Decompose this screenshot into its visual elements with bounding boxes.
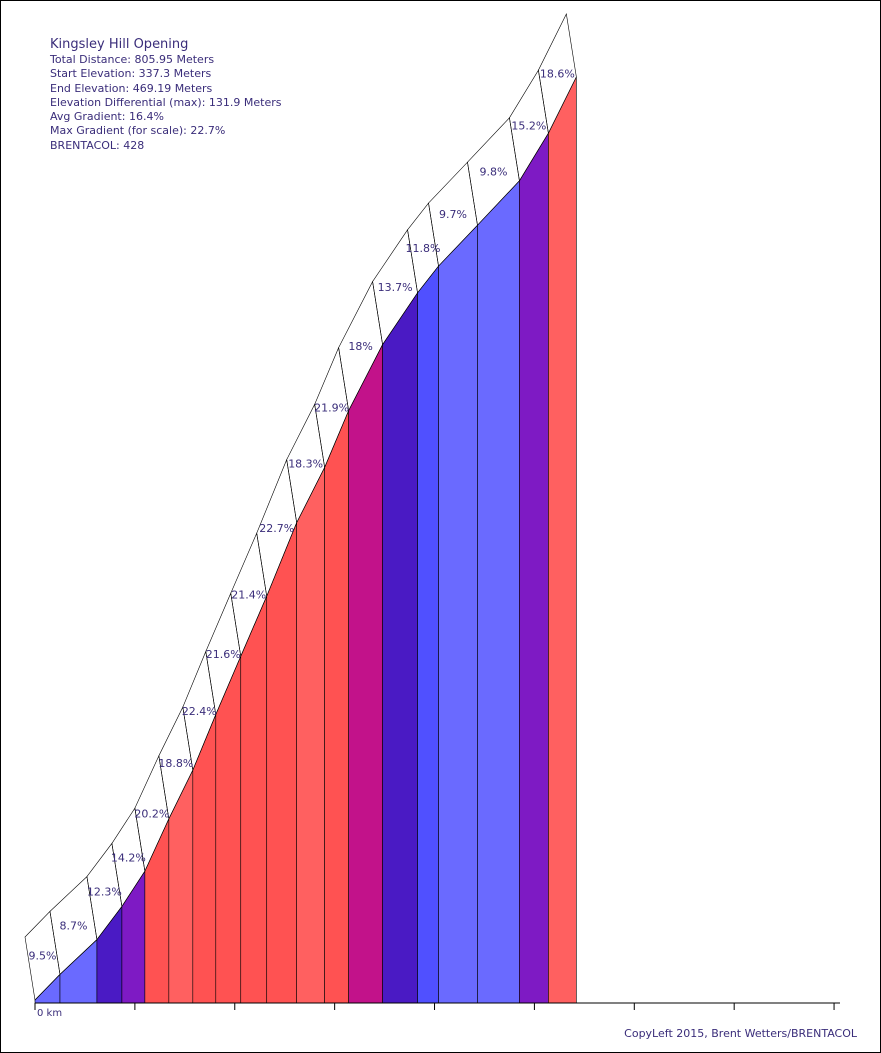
- gradient-segment-label: 8.7%: [59, 919, 87, 932]
- gradient-segment-label: 18%: [348, 340, 372, 353]
- gradient-segment-label: 21.6%: [206, 648, 241, 661]
- gradient-segment-label: 20.2%: [134, 808, 169, 821]
- gradient-segment-fill: [266, 522, 297, 1004]
- gradient-segment-label: 9.5%: [29, 950, 57, 963]
- gradient-segment-label: 18.6%: [540, 68, 575, 81]
- stat-avg-gradient: Avg Gradient: 16.4%: [50, 110, 164, 124]
- gradient-segment-fill: [348, 344, 383, 1004]
- gradient-segment-fill: [240, 596, 268, 1004]
- gradient-segment-fill: [34, 973, 61, 1004]
- gradient-segment-label: 14.2%: [111, 851, 146, 864]
- gradient-segment-label: 15.2%: [511, 120, 546, 133]
- gradient-segment-label: 9.8%: [479, 166, 507, 179]
- gradient-segment-label: 12.3%: [87, 886, 122, 899]
- stat-total-distance: Total Distance: 805.95 Meters: [50, 53, 215, 66]
- gradient-segment-fill: [144, 818, 170, 1004]
- stat-start-elevation: Start Elevation: 337.3 Meters: [50, 67, 212, 81]
- gradient-segment-fill: [519, 132, 549, 1004]
- gradient-label-band: [538, 13, 577, 135]
- gradient-segment-fill: [548, 76, 577, 1004]
- ride-info-panel: Kingsley Hill Opening Total Distance: 80…: [50, 37, 282, 153]
- gradient-segment-label: 9.7%: [439, 208, 467, 221]
- stat-max-gradient: Max Gradient (for scale): 22.7%: [50, 124, 226, 138]
- gradient-segment-fill: [296, 467, 325, 1004]
- gradient-segment-fill: [192, 714, 217, 1004]
- gradient-segment-fill: [96, 905, 123, 1004]
- gradient-segment-fill: [59, 938, 98, 1004]
- gradient-segment-label: 13.7%: [378, 281, 413, 294]
- stat-elevation-differential: Elevation Differential (max): 131.9 Mete…: [50, 95, 282, 109]
- gradient-segment-fill: [121, 870, 146, 1004]
- x-axis-start-label: 0 km: [37, 1008, 62, 1019]
- gradient-segment-label: 11.8%: [406, 242, 441, 255]
- gradient-segment-fill: [215, 656, 242, 1004]
- gradient-segment-fill: [168, 770, 194, 1004]
- gradient-segment-label: 21.4%: [231, 589, 266, 602]
- gradient-segment-fill: [438, 224, 478, 1004]
- gradient-segment-label: 22.7%: [259, 522, 294, 535]
- gradient-segment-fill: [382, 291, 418, 1004]
- gradient-segment-label: 18.8%: [158, 757, 193, 770]
- gradient-segment-label: 21.9%: [314, 401, 349, 414]
- copyleft-credit: CopyLeft 2015, Brent Wetters/BRENTACOL: [624, 1027, 857, 1040]
- gradient-segment-fill: [477, 180, 520, 1004]
- chart-title: Kingsley Hill Opening: [50, 37, 189, 52]
- gradient-segment-label: 18.3%: [288, 458, 323, 471]
- gradient-segment-fill: [324, 410, 349, 1004]
- stat-end-elevation: End Elevation: 469.19 Meters: [50, 81, 213, 95]
- stat-brentacol: BRENTACOL: 428: [50, 138, 145, 152]
- gradient-segment-fill: [417, 265, 439, 1004]
- gradient-segment-label: 22.4%: [182, 705, 217, 718]
